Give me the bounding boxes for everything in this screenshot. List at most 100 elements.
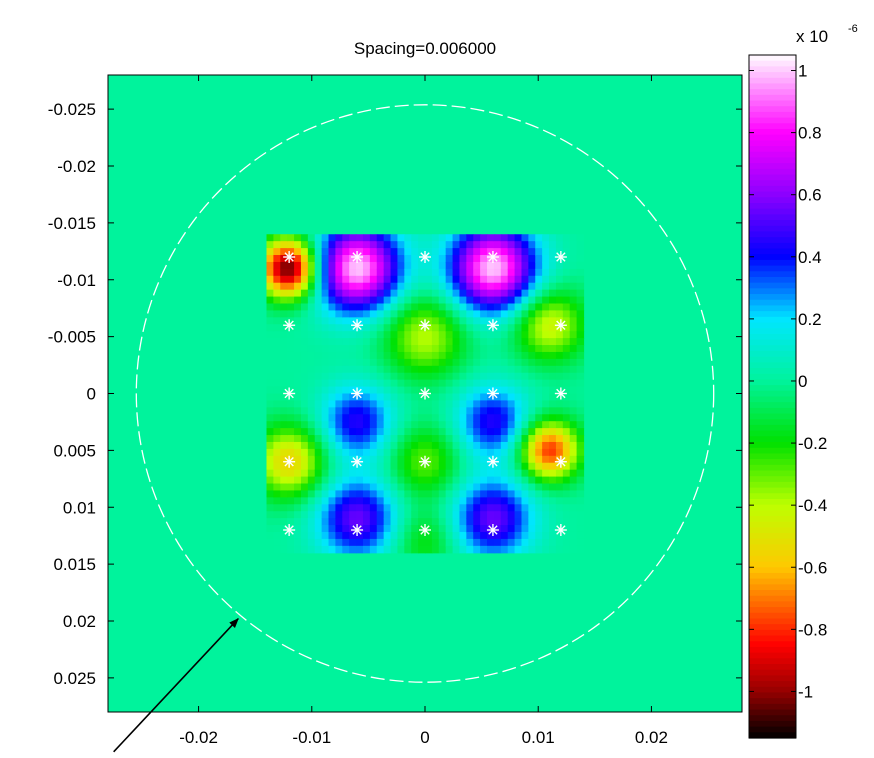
- heatmap-cell: [466, 365, 474, 374]
- colorbar-swatch: [749, 89, 796, 96]
- heatmap-cell: [535, 448, 543, 457]
- heatmap-cell: [273, 393, 281, 402]
- heatmap-cell: [362, 476, 371, 485]
- heatmap-cell: [397, 504, 405, 512]
- heatmap-cell: [342, 324, 350, 332]
- heatmap-cell: [487, 234, 495, 242]
- heatmap-cell: [500, 303, 509, 312]
- heatmap-cell: [349, 282, 357, 291]
- heatmap-cell: [335, 310, 343, 318]
- heatmap-cell: [569, 324, 578, 332]
- heatmap-cell: [549, 435, 557, 443]
- heatmap-cell: [411, 441, 419, 450]
- heatmap-cell: [335, 545, 343, 554]
- heatmap-cell: [369, 441, 378, 450]
- heatmap-cell: [411, 289, 419, 298]
- heatmap-cell: [528, 545, 536, 554]
- heatmap-cell: [287, 497, 295, 505]
- heatmap-cell: [562, 483, 571, 492]
- heatmap-cell: [535, 379, 543, 388]
- heatmap-cell: [438, 435, 447, 443]
- heatmap-cell: [418, 469, 426, 478]
- heatmap-cell: [438, 441, 447, 450]
- heatmap-cell: [376, 518, 385, 526]
- heatmap-cell: [362, 393, 371, 402]
- heatmap-cell: [266, 518, 274, 526]
- heatmap-cell: [383, 296, 392, 305]
- heatmap-cell: [507, 268, 516, 277]
- heatmap-cell: [369, 234, 378, 242]
- heatmap-cell: [487, 296, 495, 305]
- heatmap-cell: [569, 435, 578, 443]
- heatmap-cell: [528, 338, 536, 346]
- heatmap-cell: [528, 455, 536, 464]
- heatmap-cell: [576, 525, 585, 533]
- heatmap-cell: [528, 476, 536, 485]
- heatmap-cell: [535, 324, 543, 332]
- heatmap-cell: [466, 393, 474, 402]
- heatmap-cell: [273, 483, 281, 492]
- heatmap-cell: [569, 365, 578, 374]
- heatmap-cell: [342, 261, 350, 270]
- heatmap-cell: [535, 455, 543, 464]
- heatmap-cell: [287, 483, 295, 492]
- heatmap-cell: [321, 372, 330, 381]
- heatmap-cell: [418, 317, 426, 325]
- heatmap-cell: [555, 234, 564, 242]
- heatmap-cell: [321, 441, 330, 450]
- heatmap-cell: [438, 345, 447, 353]
- heatmap-cell: [514, 241, 523, 249]
- heatmap-cell: [459, 393, 467, 402]
- heatmap-cell: [418, 331, 426, 339]
- heatmap-cell: [521, 282, 529, 291]
- heatmap-cell: [507, 428, 516, 436]
- heatmap-cell: [349, 331, 357, 339]
- heatmap-cell: [528, 303, 536, 312]
- heatmap-cell: [287, 476, 295, 485]
- heatmap-cell: [487, 331, 495, 339]
- heatmap-cell: [328, 310, 337, 318]
- heatmap-cell: [507, 518, 516, 526]
- heatmap-cell: [480, 538, 488, 547]
- heatmap-cell: [411, 255, 419, 263]
- heatmap-cell: [425, 261, 433, 270]
- heatmap-cell: [418, 435, 426, 443]
- heatmap-cell: [418, 545, 426, 554]
- heatmap-cell: [569, 393, 578, 402]
- heatmap-cell: [294, 275, 302, 284]
- heatmap-cell: [473, 268, 481, 277]
- heatmap-cell: [493, 255, 502, 263]
- heatmap-cell: [569, 538, 578, 547]
- colorbar-swatch: [749, 333, 796, 341]
- heatmap-cell: [445, 275, 454, 284]
- heatmap-cell: [356, 275, 364, 284]
- heatmap-cell: [480, 365, 488, 374]
- heatmap-cell: [411, 296, 419, 305]
- heatmap-cell: [362, 268, 371, 277]
- heatmap-cell: [445, 525, 454, 533]
- heatmap-cell: [431, 393, 440, 402]
- heatmap-cell: [266, 296, 274, 305]
- heatmap-cell: [390, 476, 399, 485]
- heatmap-cell: [576, 282, 585, 291]
- heatmap-cell: [493, 289, 502, 298]
- heatmap-cell: [404, 365, 412, 374]
- heatmap-cell: [542, 234, 550, 242]
- heatmap-cell: [418, 241, 426, 249]
- heatmap-cell: [356, 372, 364, 381]
- heatmap-cell: [287, 296, 295, 305]
- heatmap-cell: [535, 518, 543, 526]
- heatmap-cell: [514, 414, 523, 422]
- heatmap-cell: [500, 393, 509, 402]
- heatmap-cell: [569, 241, 578, 249]
- heatmap-cell: [356, 379, 364, 388]
- heatmap-cell: [314, 421, 323, 429]
- heatmap-cell: [397, 497, 405, 505]
- heatmap-cell: [342, 317, 350, 325]
- heatmap-cell: [321, 511, 330, 519]
- heatmap-cell: [500, 545, 509, 554]
- heatmap-cell: [321, 538, 330, 547]
- heatmap-cell: [287, 324, 295, 332]
- heatmap-cell: [480, 400, 488, 408]
- heatmap-cell: [569, 358, 578, 367]
